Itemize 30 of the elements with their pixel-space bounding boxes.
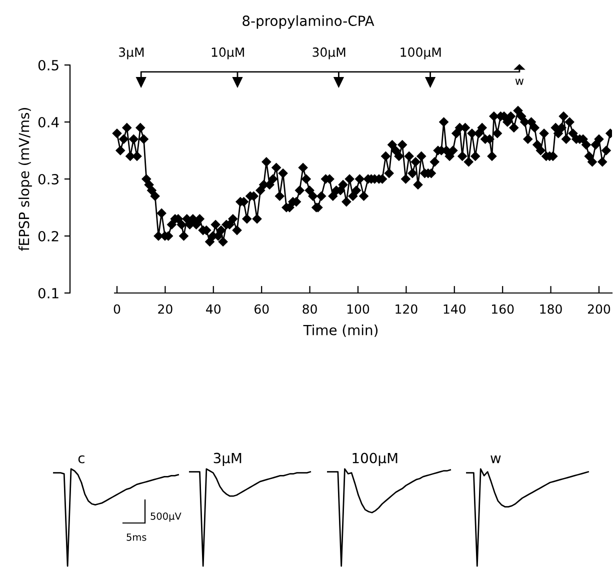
x-tick-label: 20	[158, 304, 172, 314]
x-axis-title: Time (min)	[303, 324, 378, 337]
x-tick-label: 60	[254, 304, 269, 314]
ref-line-label: w	[515, 78, 524, 85]
chart-title: 3μM	[214, 452, 242, 466]
chart-title: 8-propylamino-CPA	[242, 15, 374, 29]
y-tick-label: 0.1	[38, 288, 58, 298]
x-tick-label: 80	[302, 304, 317, 314]
x-tick-label: 120	[396, 304, 418, 314]
y-tick-label: 0.3	[38, 174, 58, 184]
y-tick-label: 0.2	[38, 230, 58, 242]
chart-title: c	[78, 455, 84, 464]
x-tick-label: 100	[347, 304, 370, 314]
ref-line-label: 100μM	[400, 47, 441, 60]
x-tick-label: 140	[444, 304, 466, 314]
y-tick-label: 0.5	[38, 60, 58, 70]
ref-line-label: 10μM	[212, 47, 244, 60]
annotation: 500μV	[150, 512, 182, 522]
x-tick-label: 40	[206, 304, 221, 314]
x-tick-label: 180	[540, 304, 562, 314]
ref-line-label: 3μM	[119, 47, 144, 60]
y-tick-label: 0.4	[38, 116, 59, 128]
annotation: 5ms	[126, 534, 146, 541]
chart-title: 100μM	[352, 452, 398, 466]
x-tick-label: 200	[588, 304, 610, 314]
ref-line-label: 30μM	[312, 47, 346, 60]
chart-title: w	[490, 456, 501, 464]
y-axis-title: fEPSP slope (mV/ms)	[18, 108, 32, 251]
x-tick-label: 0	[114, 304, 120, 314]
x-tick-label: 160	[492, 304, 514, 314]
